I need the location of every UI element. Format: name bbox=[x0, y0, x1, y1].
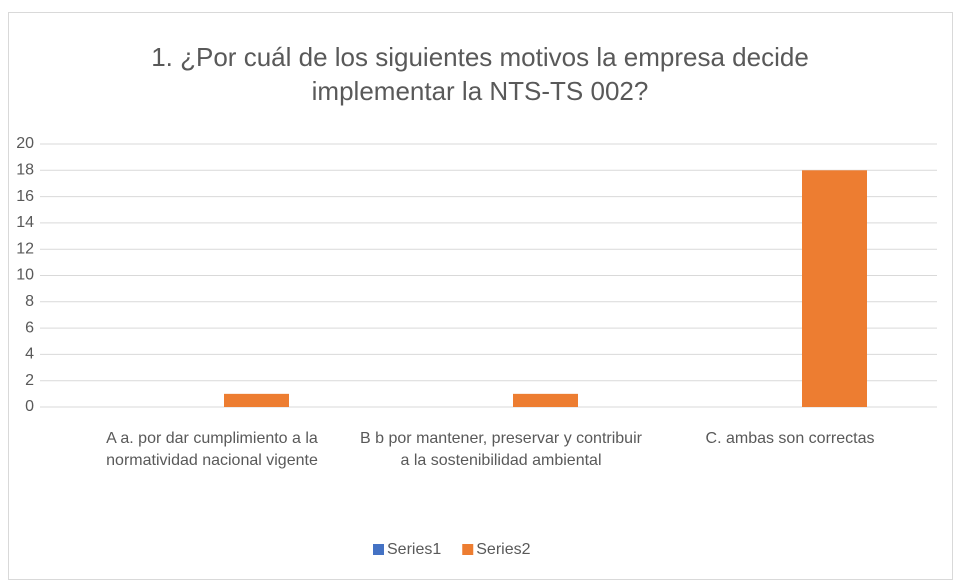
legend-swatch bbox=[373, 544, 384, 555]
y-tick-label: 4 bbox=[25, 346, 34, 363]
y-tick-label: 2 bbox=[25, 372, 34, 389]
bar bbox=[513, 393, 578, 407]
y-tick-label: 14 bbox=[16, 214, 34, 231]
y-tick-label: 8 bbox=[25, 293, 34, 310]
y-tick-label: 18 bbox=[16, 162, 34, 179]
y-tick-label: 0 bbox=[25, 398, 34, 415]
x-tick-label: C. ambas son correctas bbox=[705, 430, 875, 447]
legend-swatch bbox=[462, 544, 474, 555]
chart-frame bbox=[8, 12, 953, 580]
legend-label: Series1 bbox=[387, 541, 441, 558]
y-tick-label: 16 bbox=[16, 188, 34, 205]
chart-title: 1. ¿Por cuál de los siguientes motivos l… bbox=[151, 42, 809, 106]
legend-label: Series2 bbox=[476, 541, 530, 558]
y-tick-label: 12 bbox=[16, 240, 34, 257]
bar bbox=[802, 170, 867, 407]
y-tick-label: 10 bbox=[16, 267, 34, 284]
x-tick-label: B b por mantener, preservar y contribuir… bbox=[360, 430, 642, 469]
bar bbox=[224, 393, 289, 407]
x-tick-label: A a. por dar cumplimiento a la normativi… bbox=[106, 430, 318, 469]
y-tick-label: 20 bbox=[16, 135, 34, 152]
y-tick-label: 6 bbox=[25, 319, 34, 336]
